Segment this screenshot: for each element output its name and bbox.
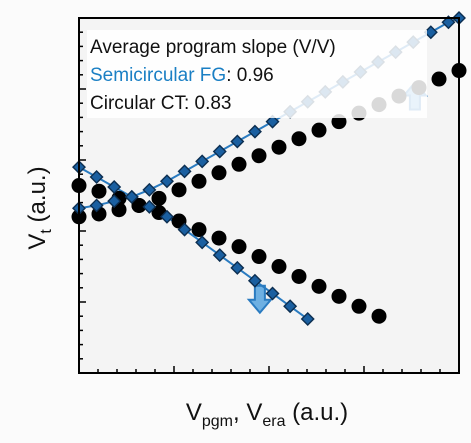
point-ct-erase (311, 278, 327, 294)
y-label-sub: t (38, 229, 55, 234)
point-ct-erase (331, 288, 347, 304)
point-ct-program (231, 156, 247, 172)
point-ct-program (151, 190, 167, 206)
fg-label: Semicircular FG (90, 65, 226, 86)
point-ct-program (251, 148, 267, 164)
point-ct-program (291, 131, 307, 147)
point-ct-erase (211, 230, 227, 246)
point-fg-program (159, 174, 174, 189)
point-fg-erase (142, 199, 157, 214)
point-ct-program (171, 182, 187, 198)
y-label-main: V (24, 234, 51, 250)
point-ct-erase (131, 197, 147, 213)
point-fg-program (441, 15, 456, 30)
point-fg-erase (107, 179, 122, 194)
fg-value: : 0.96 (226, 65, 274, 86)
point-ct-program (431, 71, 447, 87)
point-fg-program (212, 144, 227, 159)
x-label-main: V (186, 399, 202, 426)
point-fg-erase (89, 170, 104, 185)
point-fg-program (265, 114, 280, 129)
point-ct-program (271, 139, 287, 155)
x-label-main2: V (246, 399, 262, 426)
point-fg-erase (265, 286, 280, 301)
point-fg-program (107, 194, 122, 209)
point-ct-program (311, 122, 327, 138)
point-ct-erase (271, 259, 287, 274)
point-fg-erase (195, 235, 210, 250)
point-ct-erase (291, 268, 307, 284)
point-fg-program (142, 182, 157, 197)
point-fg-program (89, 198, 104, 213)
point-fg-program (177, 164, 192, 179)
point-ct-erase (351, 298, 367, 314)
point-fg-erase (283, 299, 298, 314)
annotation-fg: Semicircular FG: 0.96 (90, 65, 274, 86)
point-ct-erase (191, 222, 207, 238)
point-fg-erase (247, 273, 262, 288)
point-fg-erase (124, 189, 139, 204)
point-fg-erase (230, 260, 245, 275)
x-label-sub-pgm: pgm (202, 413, 233, 430)
ct-value: : 0.83 (184, 93, 232, 114)
point-fg-program (247, 124, 262, 139)
point-fg-program (230, 134, 245, 149)
x-axis-label: Vpgm, Vera (a.u.) (186, 399, 348, 430)
point-fg-erase (177, 222, 192, 237)
point-fg-program (195, 154, 210, 169)
point-ct-program (191, 173, 207, 189)
ct-label: Circular CT (90, 93, 186, 114)
y-axis-label: Vt (a.u.) (24, 166, 55, 249)
point-ct-erase (231, 239, 247, 255)
plot-frame (78, 17, 460, 374)
x-label-sep: , (233, 399, 246, 426)
point-ct-erase (91, 183, 107, 199)
x-label-sub-era: era (262, 413, 285, 430)
point-fg-erase (212, 248, 227, 263)
point-fg-erase (300, 312, 315, 327)
annotation-ct: Circular CT: 0.83 (90, 93, 232, 114)
annotation-backdrop (87, 30, 427, 118)
x-label-unit: (a.u.) (285, 399, 348, 426)
y-label-unit: (a.u.) (24, 166, 51, 229)
point-ct-erase (251, 249, 267, 265)
annotation-header: Average program slope (V/V) (90, 37, 336, 58)
point-ct-program (211, 165, 227, 181)
point-fg-erase (159, 209, 174, 224)
point-ct-erase (371, 308, 387, 324)
